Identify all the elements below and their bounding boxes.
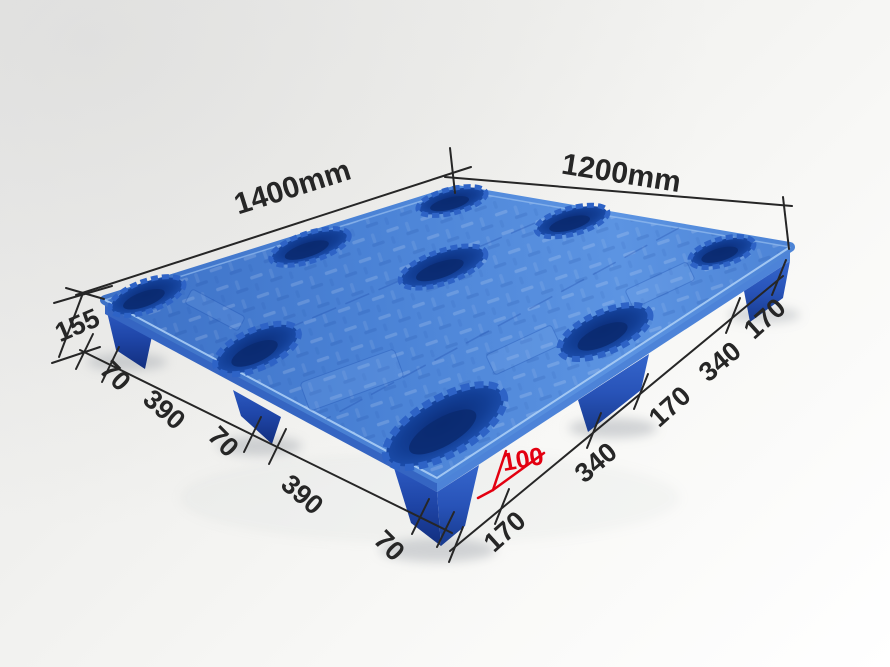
dimension-line-1200: [444, 176, 793, 207]
dimension-tick: [771, 259, 787, 296]
dimension-tick: [268, 428, 287, 465]
annotation-line: [491, 449, 508, 492]
cup-hole: [268, 226, 352, 268]
cup-hole: [212, 320, 302, 378]
annotation-line: [491, 451, 546, 492]
pallet-leg: [578, 354, 649, 432]
dimension-lines: [51, 147, 793, 563]
dimension-label-height: 155: [51, 303, 104, 348]
dimension-tick: [494, 488, 510, 525]
deck-seam: [325, 227, 680, 420]
dimension-tick: [243, 416, 262, 453]
dimension-tick: [101, 346, 120, 383]
cup-hole: [107, 274, 187, 318]
cup-hole: [415, 184, 489, 218]
deck-seam: [215, 208, 569, 360]
annotation-line: [476, 488, 495, 500]
dimension-tick: [633, 373, 649, 410]
pallet-leg: [107, 312, 152, 369]
extension-tick: [51, 346, 101, 364]
dimension-tick: [725, 297, 741, 334]
pallet-leg: [233, 390, 281, 444]
dimension-line-1400: [75, 166, 472, 296]
pallet-leg: [394, 468, 441, 546]
pallet-legs: [107, 261, 790, 546]
cup-hole: [556, 301, 654, 363]
dimension-tick: [436, 511, 455, 548]
cup-hole: [397, 243, 489, 291]
dimension-tick: [411, 498, 430, 535]
dimension-line-right-chain: [449, 275, 784, 552]
deck-pads: [185, 262, 695, 411]
dimension-label-left-chain: 390: [137, 383, 191, 435]
dimension-tick: [586, 412, 602, 449]
leg-opening-annotation: [476, 449, 546, 500]
extension-tick: [782, 196, 790, 250]
cup-hole: [381, 381, 509, 471]
dimension-line-155: [58, 292, 84, 358]
extension-tick: [449, 147, 456, 194]
dimension-line-left-chain: [79, 349, 453, 534]
deck-front-edge-highlight: [104, 246, 791, 480]
cup-holes: [107, 184, 757, 471]
dimension-tick: [448, 526, 464, 563]
dimension-tick: [75, 333, 94, 370]
cup-hole: [533, 202, 611, 240]
